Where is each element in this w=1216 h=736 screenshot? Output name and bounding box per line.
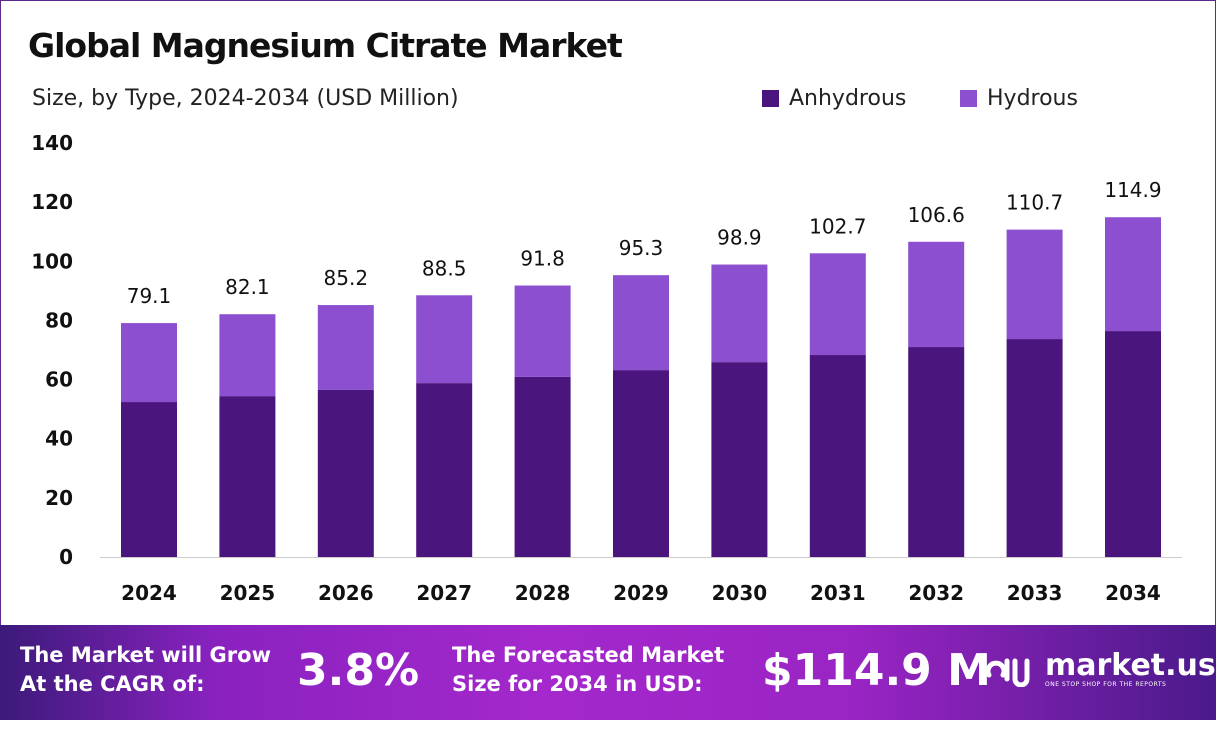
chart-subtitle: Size, by Type, 2024-2034 (USD Million) — [32, 86, 459, 111]
cagr-label-line: At the CAGR of: — [20, 672, 205, 696]
forecast-label-line: The Forecasted Market — [452, 643, 725, 667]
data-label: 114.9 — [1104, 178, 1161, 202]
y-tick-label: 40 — [45, 427, 73, 451]
bar-segment-hydrous — [219, 314, 276, 397]
bar-segment-anhydrous — [809, 355, 866, 557]
data-label: 85.2 — [324, 266, 369, 290]
legend-swatch — [762, 90, 779, 107]
bar-segment-anhydrous — [1105, 331, 1161, 557]
bar-chart: 0 20 40 60 80 100 120 140 79.1 2024 82.1 2025 85.2 20… — [31, 131, 1182, 605]
data-label: 91.8 — [520, 247, 565, 271]
y-tick-label: 60 — [45, 368, 73, 392]
data-label: 110.7 — [1006, 191, 1063, 215]
y-tick-label: 80 — [45, 308, 73, 332]
legend-label: Anhydrous — [789, 86, 907, 111]
x-tick-label: 2029 — [613, 581, 669, 605]
x-tick-label: 2031 — [810, 581, 866, 605]
cagr-label: The Market will Grow At the CAGR of: — [20, 641, 271, 699]
x-tick-label: 2025 — [220, 581, 276, 605]
market-us-logo: market.us ONE STOP SHOP FOR THE REPORTS — [985, 651, 1216, 688]
bar-segment-anhydrous — [1006, 339, 1063, 557]
data-label: 102.7 — [809, 214, 866, 238]
legend-label: Hydrous — [987, 86, 1078, 111]
bar-segment-hydrous — [908, 241, 965, 348]
x-tick-label: 2032 — [908, 581, 964, 605]
y-tick-label: 120 — [31, 190, 73, 214]
bar-segment-anhydrous — [416, 383, 473, 557]
chart-title: Global Magnesium Citrate Market — [28, 26, 623, 65]
legend-item-anhydrous: Anhydrous — [762, 86, 906, 111]
data-label: 95.3 — [619, 236, 664, 260]
x-tick-label: 2026 — [318, 581, 374, 605]
x-tick-label: 2028 — [515, 581, 571, 605]
cagr-label-line: The Market will Grow — [20, 643, 271, 667]
bar-segment-anhydrous — [711, 362, 768, 557]
x-tick-label: 2034 — [1105, 581, 1161, 605]
legend-item-hydrous: Hydrous — [960, 86, 1078, 111]
bar-segment-hydrous — [809, 253, 866, 356]
data-label: 88.5 — [422, 256, 467, 280]
forecast-value: $114.9 M — [762, 645, 991, 696]
x-tick-label: 2030 — [712, 581, 768, 605]
cagr-value: 3.8% — [297, 645, 420, 696]
bar-segment-hydrous — [711, 264, 768, 363]
summary-banner: The Market will Grow At the CAGR of: 3.8%… — [0, 625, 1216, 720]
bar-segment-anhydrous — [514, 376, 571, 557]
logo-tagline: ONE STOP SHOP FOR THE REPORTS — [1045, 681, 1167, 688]
data-label: 82.1 — [225, 275, 270, 299]
logo-icon — [985, 658, 1030, 687]
bar-segment-hydrous — [121, 323, 177, 403]
legend-swatch — [960, 90, 977, 107]
bar-segment-hydrous — [613, 275, 669, 371]
forecast-label: The Forecasted Market Size for 2034 in US… — [452, 641, 724, 699]
bar-segment-anhydrous — [317, 389, 374, 557]
data-label: 98.9 — [717, 226, 762, 250]
bar-segment-anhydrous — [121, 402, 177, 557]
bar-segment-anhydrous — [219, 396, 276, 557]
bar-segment-anhydrous — [908, 347, 965, 557]
bar-segment-hydrous — [514, 285, 571, 377]
bar-segment-hydrous — [1105, 217, 1161, 332]
bar-segment-hydrous — [317, 305, 374, 390]
data-label: 79.1 — [127, 284, 172, 308]
bar-segment-hydrous — [416, 295, 473, 384]
forecast-label-line: Size for 2034 in USD: — [452, 672, 703, 696]
logo-text: market.us — [1045, 648, 1216, 683]
data-label: 106.6 — [908, 203, 965, 227]
x-tick-label: 2033 — [1007, 581, 1063, 605]
x-tick-label: 2024 — [121, 581, 177, 605]
x-tick-label: 2027 — [416, 581, 472, 605]
bar-segment-hydrous — [1006, 229, 1063, 340]
y-tick-label: 20 — [45, 486, 73, 510]
y-tick-label: 0 — [59, 545, 73, 569]
y-tick-label: 140 — [31, 131, 73, 155]
bar-segment-anhydrous — [613, 370, 669, 557]
y-tick-label: 100 — [31, 249, 73, 273]
